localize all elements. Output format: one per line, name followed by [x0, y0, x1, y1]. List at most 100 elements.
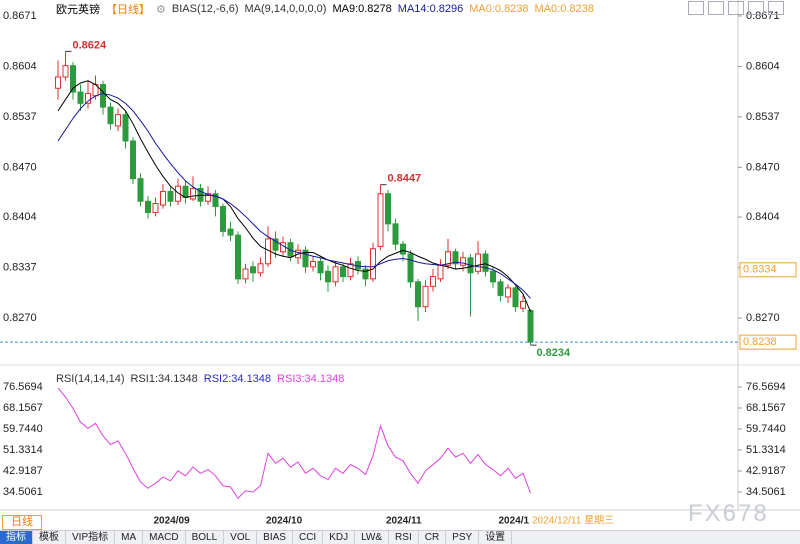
toolbar-tab[interactable]: MA	[115, 531, 144, 544]
candle-body	[407, 253, 414, 283]
toolbar-tab[interactable]: LW&	[355, 531, 390, 544]
candle-body	[452, 251, 459, 265]
high-label: 0.8447	[388, 173, 422, 185]
button[interactable]	[688, 1, 704, 15]
candle-body	[257, 263, 264, 274]
rsi-legend: RSI(14,14,14) RSI1:34.1348 RSI2:34.1348 RSI…	[56, 373, 344, 385]
button[interactable]	[768, 1, 784, 15]
toolbar: 指标 模板 VIP指标 MA MACD BOLL VOL BIAS CCI KDJ LW& RSI CR…	[0, 530, 800, 544]
y-tick-label: 76.5694	[3, 381, 43, 393]
toolbar-tab[interactable]: KDJ	[323, 531, 356, 544]
toolbar-tab[interactable]: RSI	[389, 531, 419, 544]
legend-item: MA0:0.8238	[534, 3, 594, 15]
x-tick-label: 2024/11	[386, 516, 422, 527]
candle-body	[520, 300, 526, 309]
candle-body	[122, 114, 129, 142]
y-tick-label: 68.1567	[746, 402, 786, 414]
toolbar-tab[interactable]: 模板	[33, 531, 66, 544]
period-button[interactable]: 日线	[2, 515, 42, 530]
toolbar-tab[interactable]: CR	[419, 531, 447, 544]
toolbar-tab[interactable]: BIAS	[257, 531, 293, 544]
candle-body	[115, 114, 121, 127]
legend-item: MA9:0.8278	[332, 3, 392, 15]
candle-body	[212, 193, 219, 208]
y-tick-label: 0.8337	[3, 261, 37, 273]
candle-body	[145, 200, 151, 214]
symbol: 欧元英镑	[56, 4, 100, 16]
toolbar-tab[interactable]: CCI	[293, 531, 324, 544]
line	[57, 80, 531, 313]
candle-body	[527, 309, 534, 343]
button[interactable]	[728, 1, 744, 15]
y-tick-label: 34.5061	[746, 486, 786, 498]
high-label: 0.8624	[73, 39, 108, 51]
price-tag	[739, 334, 797, 350]
window-controls	[688, 1, 784, 15]
candle-body	[235, 234, 241, 280]
toolbar-tab[interactable]: VIP指标	[66, 531, 116, 544]
price-tag-label: 0.8238	[743, 336, 777, 348]
toolbar-tab[interactable]: MACD	[143, 531, 186, 544]
toolbar-tab[interactable]: BOLL	[186, 531, 225, 544]
toolbar-tab[interactable]: PSY	[446, 531, 480, 544]
watermark: FX678	[688, 500, 769, 527]
y-tick-label: 59.7440	[746, 423, 786, 435]
candle-body	[85, 93, 91, 104]
candle-body	[317, 261, 324, 274]
candle-body	[220, 206, 226, 232]
candle-body	[362, 268, 369, 280]
y-tick-label: 68.1567	[3, 402, 43, 414]
candle-body	[415, 281, 421, 308]
button[interactable]	[748, 1, 764, 15]
y-tick-label: 51.3314	[746, 444, 786, 456]
candle-body	[272, 238, 279, 251]
y-tick-label: 51.3314	[3, 444, 43, 456]
y-tick-label: 0.8671	[746, 10, 780, 22]
toolbar-tab[interactable]: VOL	[224, 531, 258, 544]
y-tick-label: 0.8537	[746, 111, 780, 123]
legend-item: RSI2:34.1348	[203, 373, 272, 385]
price-tag-label: 0.8334	[743, 264, 777, 276]
y-tick-label: 0.8270	[3, 312, 37, 324]
candle-body	[310, 261, 316, 268]
candle-body	[460, 257, 466, 266]
candle-body	[137, 178, 144, 202]
cursor-label: 2024/12/11 星期三	[532, 515, 614, 527]
candle-body	[400, 243, 406, 255]
y-tick-label: 59.7440	[3, 423, 43, 435]
y-tick-label: 0.8671	[3, 10, 37, 22]
x-tick-label: 2024/1	[499, 516, 530, 527]
price-tag	[739, 262, 797, 278]
candle-body	[505, 287, 511, 298]
candle-body	[482, 253, 489, 272]
toolbar-tab[interactable]: 设置	[479, 531, 513, 544]
x-tick-label: 2024/10	[266, 516, 303, 527]
settings-icon[interactable]: ⚙	[156, 3, 166, 16]
legend-item: RSI1:34.1348	[130, 373, 198, 385]
candle-body	[77, 91, 84, 104]
candle-body	[175, 185, 181, 202]
low-label: 0.8234	[537, 347, 572, 359]
legend-item: BIAS(12,-6,6)	[171, 3, 239, 15]
button[interactable]	[708, 1, 724, 15]
y-tick-label: 0.8470	[746, 161, 780, 173]
candle-body	[347, 263, 354, 278]
legend-item: MA(9,14,0,0,0,0)	[244, 3, 327, 15]
legend-item: MA0:0.8238	[469, 3, 529, 15]
candle-body	[497, 281, 504, 296]
candle-body	[392, 223, 399, 245]
candle-body	[100, 84, 106, 108]
candle-body	[490, 270, 496, 283]
toolbar-tab[interactable]: 指标	[0, 531, 33, 544]
y-tick-label: 42.9187	[3, 465, 43, 477]
candle-body	[377, 193, 384, 247]
y-tick-label: 0.8404	[746, 211, 780, 223]
period[interactable]: 【日线】	[106, 4, 150, 16]
candle-body	[227, 228, 234, 236]
candle-body	[437, 264, 444, 280]
candle-body	[475, 253, 481, 272]
candle-body	[430, 276, 436, 287]
candle-body	[325, 270, 331, 283]
